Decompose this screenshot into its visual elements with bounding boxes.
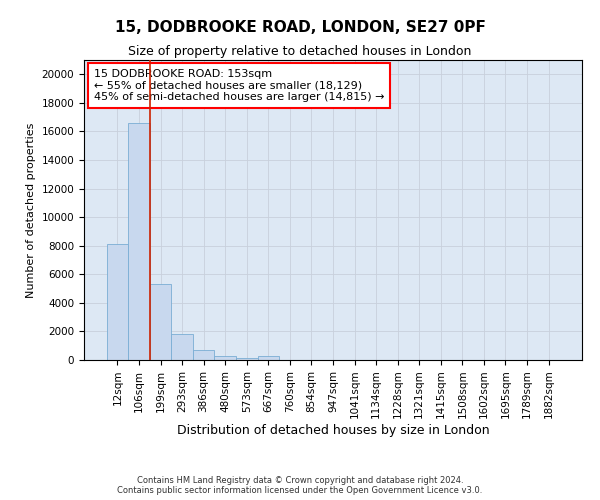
Bar — [236, 358, 257, 360]
Bar — [214, 356, 236, 360]
Text: Size of property relative to detached houses in London: Size of property relative to detached ho… — [128, 45, 472, 58]
Text: 15 DODBROOKE ROAD: 153sqm
← 55% of detached houses are smaller (18,129)
45% of s: 15 DODBROOKE ROAD: 153sqm ← 55% of detac… — [94, 69, 385, 102]
Bar — [257, 356, 279, 360]
Y-axis label: Number of detached properties: Number of detached properties — [26, 122, 36, 298]
Bar — [150, 284, 172, 360]
Text: Contains HM Land Registry data © Crown copyright and database right 2024.
Contai: Contains HM Land Registry data © Crown c… — [118, 476, 482, 495]
Bar — [128, 123, 150, 360]
Bar — [193, 350, 214, 360]
Text: 15, DODBROOKE ROAD, LONDON, SE27 0PF: 15, DODBROOKE ROAD, LONDON, SE27 0PF — [115, 20, 485, 35]
Bar — [107, 244, 128, 360]
X-axis label: Distribution of detached houses by size in London: Distribution of detached houses by size … — [176, 424, 490, 437]
Bar — [172, 334, 193, 360]
